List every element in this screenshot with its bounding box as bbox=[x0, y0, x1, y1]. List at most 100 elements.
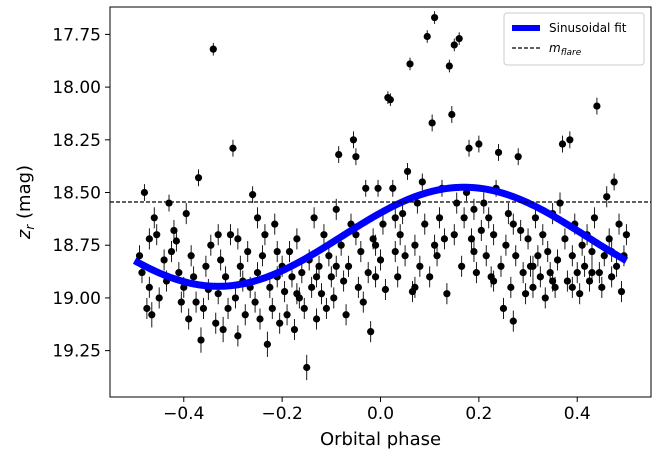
point-marker bbox=[229, 144, 237, 152]
legend-flare-label-subscript: flare bbox=[561, 48, 582, 58]
point-marker bbox=[401, 252, 409, 260]
data-point bbox=[197, 327, 205, 353]
point-marker bbox=[268, 304, 276, 313]
point-marker bbox=[280, 287, 289, 296]
data-point bbox=[470, 241, 478, 263]
point-marker bbox=[563, 277, 571, 285]
data-point bbox=[148, 302, 156, 328]
point-marker bbox=[443, 290, 451, 298]
data-point bbox=[423, 30, 431, 43]
data-point bbox=[263, 331, 271, 357]
data-point bbox=[231, 287, 240, 309]
y-tick-label: 18.25 bbox=[52, 131, 101, 151]
point-marker bbox=[595, 269, 603, 277]
data-point bbox=[556, 192, 564, 214]
data-point bbox=[244, 241, 252, 263]
point-marker bbox=[450, 41, 458, 49]
point-marker bbox=[593, 102, 601, 110]
point-marker bbox=[617, 287, 626, 296]
point-marker bbox=[615, 220, 623, 228]
point-marker bbox=[590, 214, 599, 222]
data-point bbox=[394, 266, 402, 288]
point-marker bbox=[340, 277, 348, 285]
point-marker bbox=[315, 262, 323, 270]
point-marker bbox=[544, 247, 552, 256]
x-tick-label: −0.4 bbox=[163, 404, 204, 424]
point-marker bbox=[256, 315, 264, 323]
point-marker bbox=[376, 256, 385, 264]
point-marker bbox=[175, 269, 183, 277]
point-marker bbox=[251, 298, 259, 306]
point-marker bbox=[529, 283, 537, 291]
point-marker bbox=[453, 199, 461, 207]
point-marker bbox=[273, 247, 281, 256]
data-point bbox=[381, 278, 390, 301]
data-point bbox=[362, 179, 370, 197]
data-point bbox=[192, 291, 200, 313]
x-tick-label: 0.4 bbox=[564, 404, 591, 424]
point-marker bbox=[598, 283, 606, 291]
data-point bbox=[603, 186, 611, 208]
point-marker bbox=[431, 13, 439, 22]
point-marker bbox=[271, 220, 279, 228]
data-point bbox=[509, 213, 517, 235]
point-marker bbox=[600, 252, 608, 260]
point-marker bbox=[253, 214, 262, 222]
point-marker bbox=[332, 205, 340, 213]
y-axis-label-subscript: r bbox=[23, 224, 37, 230]
data-point bbox=[300, 297, 308, 319]
data-point bbox=[251, 291, 259, 313]
data-point bbox=[199, 297, 208, 319]
data-point bbox=[617, 281, 626, 303]
data-point bbox=[207, 234, 215, 256]
data-point bbox=[588, 262, 596, 284]
point-marker bbox=[448, 110, 456, 119]
point-marker bbox=[293, 290, 301, 298]
data-point bbox=[399, 203, 407, 225]
data-point bbox=[389, 179, 397, 197]
data-point bbox=[485, 207, 493, 229]
point-marker bbox=[576, 290, 584, 298]
y-tick-label: 18.00 bbox=[52, 78, 101, 98]
point-marker bbox=[514, 153, 522, 161]
point-marker bbox=[465, 144, 473, 152]
data-point bbox=[160, 249, 168, 271]
data-point bbox=[349, 131, 358, 149]
point-marker bbox=[283, 311, 291, 319]
point-marker bbox=[458, 262, 466, 270]
data-point bbox=[256, 308, 264, 330]
data-point bbox=[458, 255, 466, 277]
data-point bbox=[610, 173, 618, 191]
data-point bbox=[145, 276, 153, 298]
point-marker bbox=[521, 290, 530, 298]
point-marker bbox=[167, 247, 176, 256]
data-point bbox=[431, 11, 439, 24]
data-point bbox=[504, 203, 512, 225]
data-point bbox=[386, 93, 394, 107]
data-point bbox=[335, 146, 343, 163]
data-point bbox=[435, 207, 444, 229]
point-marker bbox=[455, 35, 463, 43]
data-point bbox=[531, 207, 540, 229]
y-tick-label: 18.75 bbox=[52, 236, 101, 256]
data-point bbox=[177, 291, 185, 313]
y-axis-label-unit: (mag) bbox=[14, 165, 35, 225]
point-marker bbox=[285, 247, 294, 256]
point-marker bbox=[253, 269, 262, 277]
data-point bbox=[595, 262, 603, 284]
point-marker bbox=[209, 45, 217, 53]
point-marker bbox=[214, 231, 222, 239]
data-point bbox=[460, 207, 468, 229]
point-marker bbox=[403, 167, 412, 176]
data-point bbox=[561, 228, 569, 250]
point-marker bbox=[266, 283, 274, 291]
data-point bbox=[293, 228, 301, 250]
data-point bbox=[517, 219, 525, 241]
point-marker bbox=[440, 235, 449, 243]
point-marker bbox=[536, 273, 544, 281]
point-marker bbox=[435, 214, 444, 222]
point-marker bbox=[475, 140, 483, 148]
data-point bbox=[330, 287, 338, 309]
point-marker bbox=[330, 294, 338, 302]
